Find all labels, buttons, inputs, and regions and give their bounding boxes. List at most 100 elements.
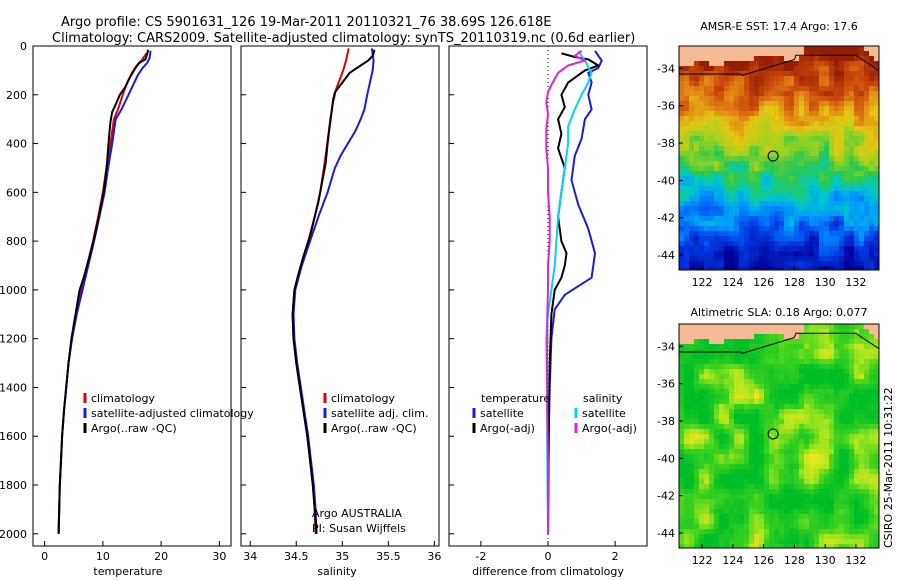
map-cell [824, 96, 830, 102]
map-cell [829, 384, 835, 390]
map-cell [849, 196, 855, 202]
map-cell [749, 404, 755, 410]
map-cell [759, 489, 765, 495]
map-cell [804, 196, 810, 202]
map-cell [769, 181, 775, 187]
map-cell [754, 51, 760, 57]
map-cell [764, 324, 770, 330]
map-cell [709, 126, 715, 132]
map-cell [754, 151, 760, 157]
map-cell [839, 156, 845, 162]
sst-map-title: AMSR-E SST: 17.4 Argo: 17.6 [700, 20, 858, 33]
map-cell [704, 399, 710, 405]
map-cell [699, 444, 705, 450]
map-cell [859, 454, 865, 460]
map-cell [709, 241, 715, 247]
map-cell [779, 101, 785, 107]
map-cell [794, 266, 800, 270]
map-cell [874, 444, 879, 450]
map-cell [839, 241, 845, 247]
map-cell [719, 126, 725, 132]
map-cell [729, 534, 735, 540]
map-cell [789, 186, 795, 192]
map-cell [694, 429, 700, 435]
map-cell [784, 246, 790, 252]
map-cell [834, 539, 840, 545]
map-cell [739, 539, 745, 545]
map-cell [804, 499, 810, 505]
map-cell [804, 414, 810, 420]
map-cell [684, 509, 690, 515]
map-cell [749, 246, 755, 252]
map-cell [784, 374, 790, 380]
map-cell [794, 241, 800, 247]
map-cell [724, 251, 730, 257]
map-cell [739, 61, 745, 67]
map-cell [684, 46, 690, 52]
map-cell [764, 221, 770, 227]
map-cell [874, 439, 879, 445]
map-cell [849, 61, 855, 67]
map-cell [739, 51, 745, 57]
map-cell [799, 66, 805, 72]
map-cell [809, 96, 815, 102]
map-cell [704, 409, 710, 415]
map-cell [834, 354, 840, 360]
map-cell [794, 349, 800, 355]
map-cell [759, 379, 765, 385]
map-cell [699, 524, 705, 530]
map-cell [684, 211, 690, 217]
map-cell [849, 494, 855, 500]
map-cell [789, 379, 795, 385]
map-cell [864, 429, 870, 435]
map-cell [699, 76, 705, 82]
map-cell [779, 136, 785, 142]
map-cell [859, 524, 865, 530]
map-cell [824, 544, 830, 548]
map-cell [814, 539, 820, 545]
map-cell [799, 236, 805, 242]
map-cell [764, 404, 770, 410]
legend-label: Argo(..raw -QC) [331, 422, 417, 435]
map-cell [804, 126, 810, 132]
map-cell [804, 494, 810, 500]
map-cell [789, 141, 795, 147]
map-cell [819, 539, 825, 545]
map-cell [844, 76, 850, 82]
map-cell [779, 236, 785, 242]
map-cell [774, 206, 780, 212]
map-cell [789, 166, 795, 172]
map-cell [724, 231, 730, 237]
map-cell [819, 126, 825, 132]
map-cell [814, 344, 820, 350]
map-cell [724, 196, 730, 202]
map-cell [759, 141, 765, 147]
map-cell [739, 529, 745, 535]
map-cell [774, 116, 780, 122]
map-cell [729, 464, 735, 470]
map-cell [829, 201, 835, 207]
map-cell [849, 101, 855, 107]
map-cell [789, 444, 795, 450]
map-cell [824, 131, 830, 137]
map-cell [749, 181, 755, 187]
series-line-temperature-satellite [547, 50, 603, 534]
map-cell [784, 339, 790, 345]
map-cell [699, 409, 705, 415]
map-cell [844, 439, 850, 445]
map-cell [764, 121, 770, 127]
map-cell [749, 231, 755, 237]
map-cell [679, 196, 685, 202]
map-cell [784, 186, 790, 192]
map-cell [869, 419, 875, 425]
map-cell [764, 449, 770, 455]
map-cell [684, 444, 690, 450]
map-cell [749, 524, 755, 530]
map-cell [739, 359, 745, 365]
map-cell [694, 156, 700, 162]
map-cell [864, 509, 870, 515]
map-cell [769, 201, 775, 207]
map-cell [724, 61, 730, 67]
map-cell [729, 449, 735, 455]
map-cell [734, 344, 740, 350]
